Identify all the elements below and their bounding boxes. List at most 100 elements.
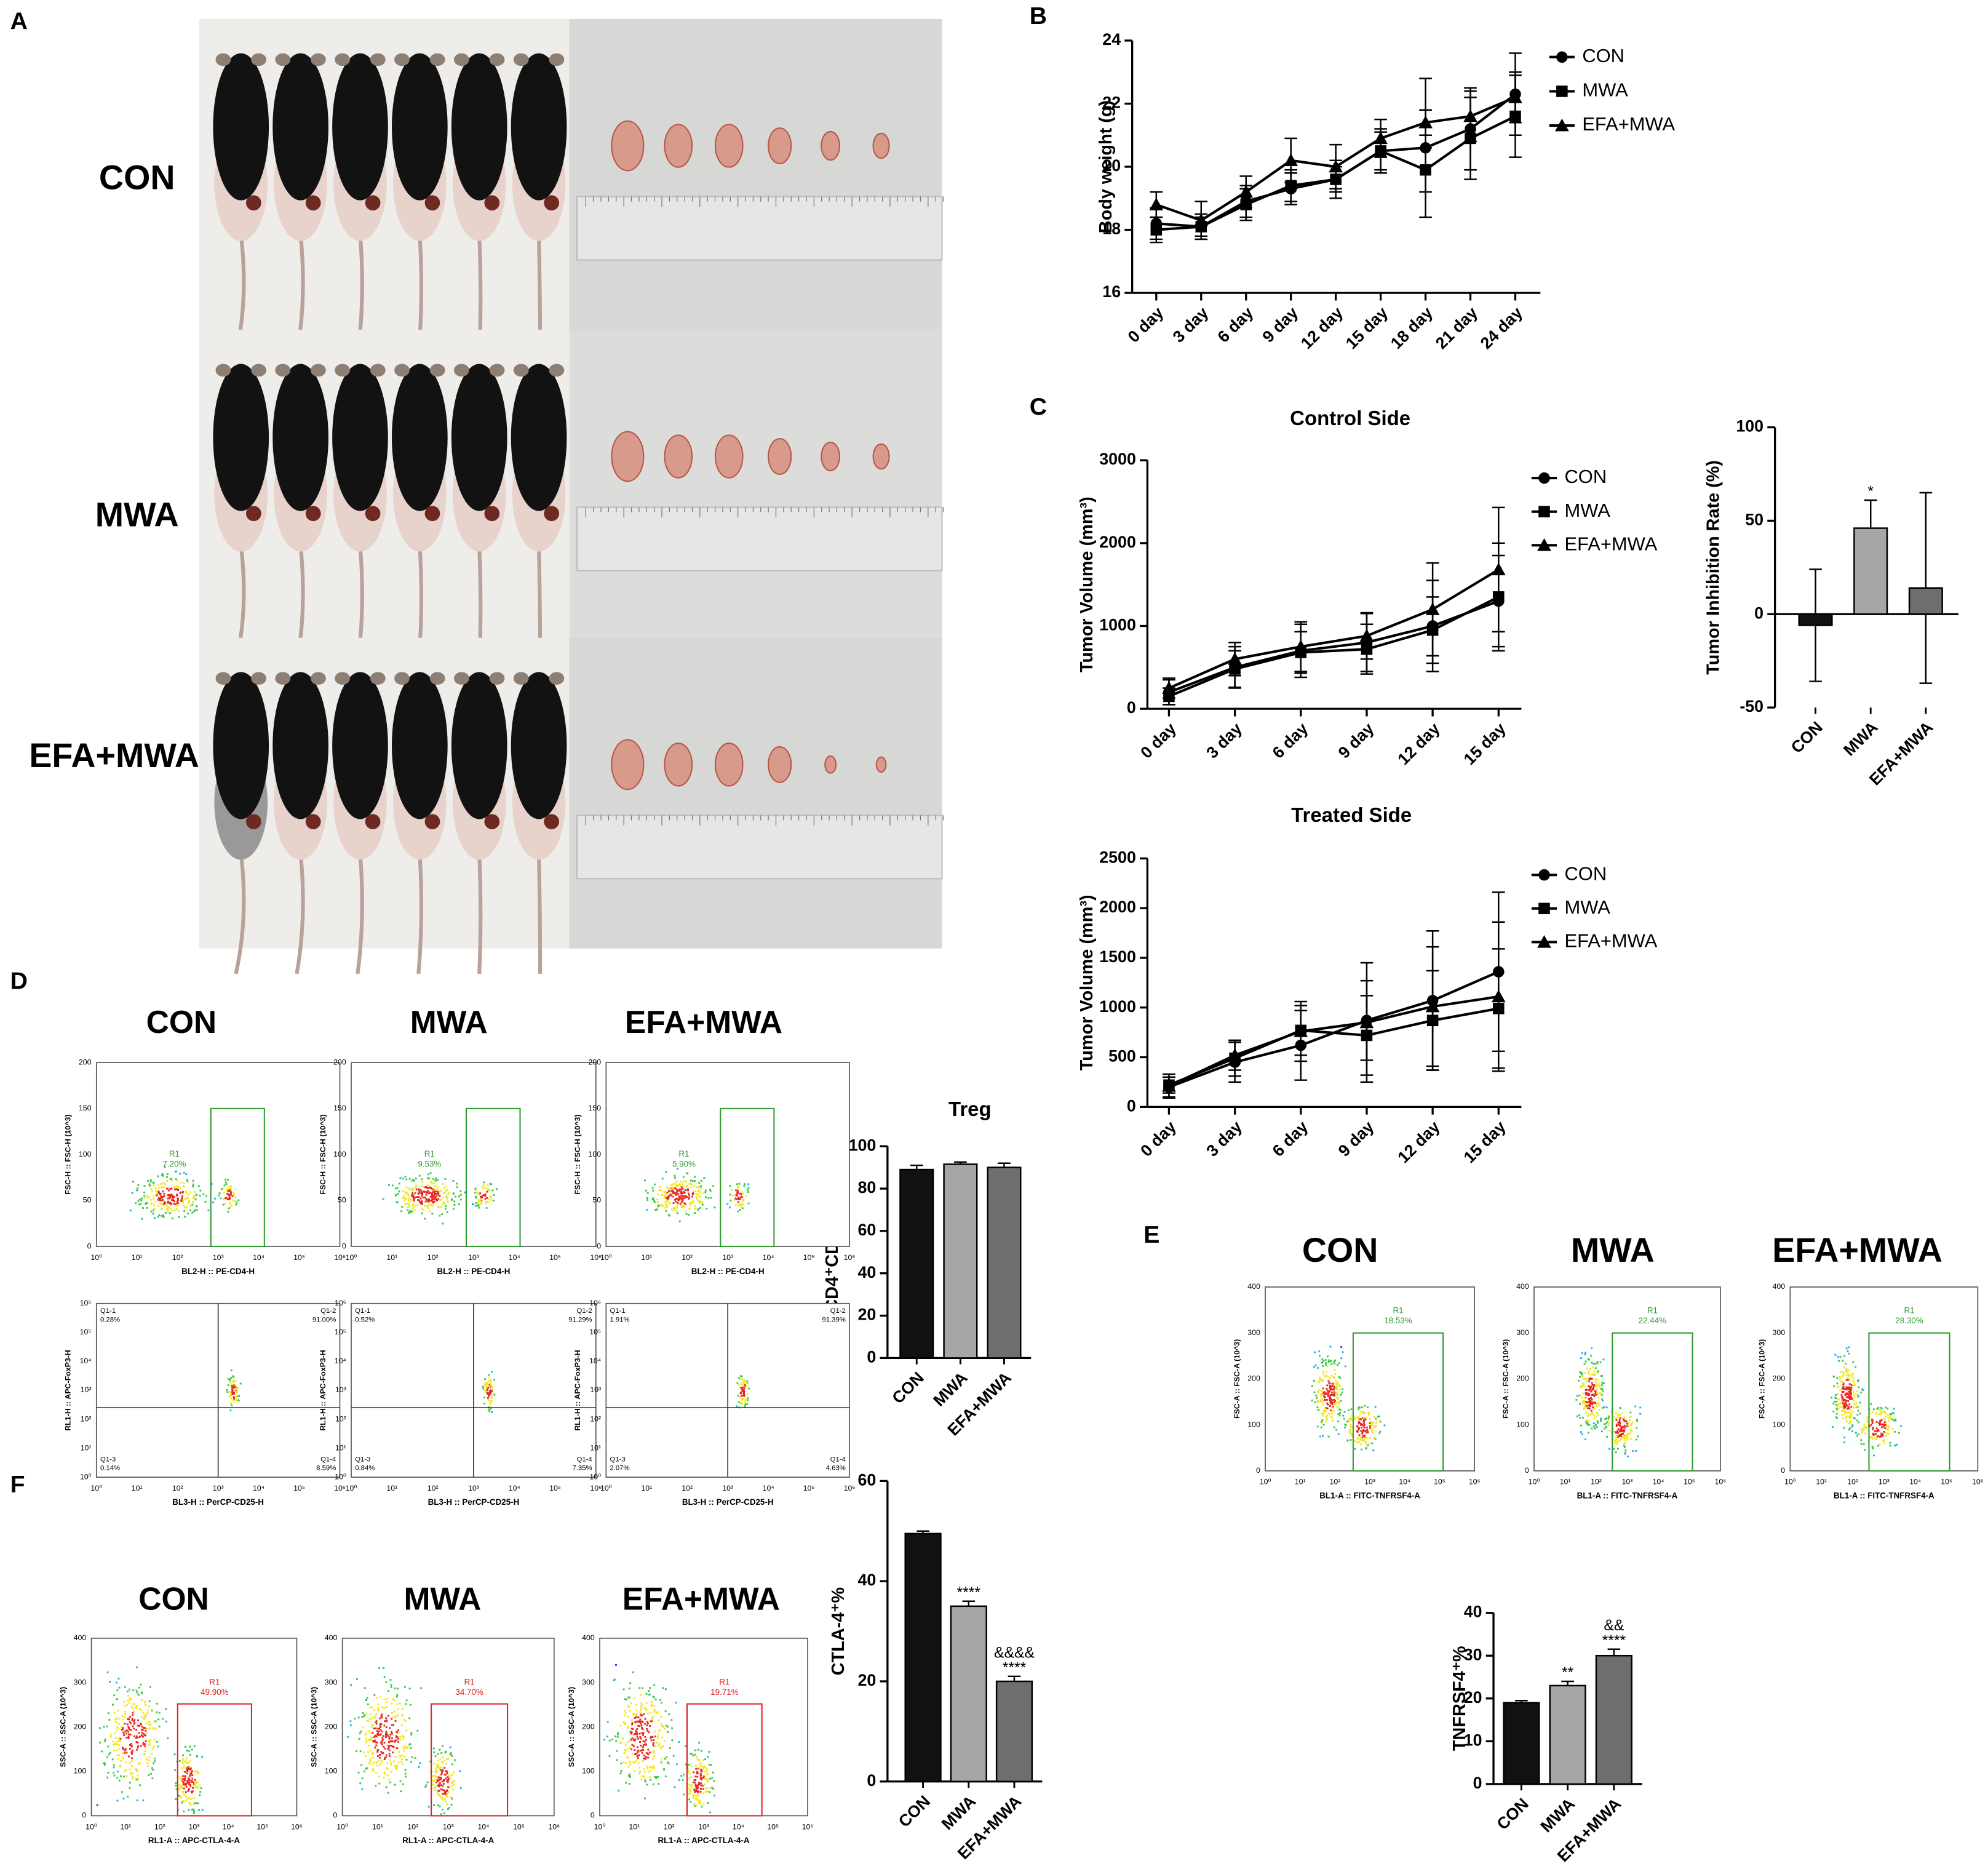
event-dot — [1362, 1416, 1365, 1419]
event-dot — [743, 1394, 746, 1397]
event-dot — [1843, 1412, 1846, 1414]
event-dot — [367, 1751, 370, 1753]
event-dot — [684, 1203, 686, 1205]
mouse-tumor — [484, 195, 500, 211]
event-dot — [362, 1726, 364, 1729]
flow-y-tick: 10⁶ — [335, 1299, 346, 1307]
event-dot — [493, 1393, 496, 1396]
legend-label: MWA — [1582, 79, 1628, 101]
event-dot — [659, 1730, 661, 1732]
flow-y-tick: 200 — [74, 1722, 87, 1731]
event-dot — [183, 1810, 185, 1812]
event-dot — [1597, 1397, 1599, 1399]
event-dot — [1337, 1401, 1339, 1404]
event-dot — [1584, 1406, 1587, 1409]
event-dot — [1849, 1389, 1851, 1391]
event-dot — [153, 1762, 155, 1764]
event-dot — [644, 1780, 646, 1783]
event-dot — [739, 1192, 741, 1195]
event-dot — [1839, 1371, 1842, 1373]
event-dot — [743, 1392, 745, 1394]
event-dot — [641, 1715, 643, 1716]
event-dot — [229, 1187, 232, 1189]
event-dot — [672, 1183, 674, 1186]
x-tick-label: CON — [1493, 1795, 1532, 1833]
event-dot — [1876, 1437, 1878, 1439]
event-dot — [140, 1203, 142, 1205]
event-dot — [1322, 1419, 1324, 1422]
event-dot — [171, 1217, 173, 1220]
event-dot — [445, 1790, 447, 1793]
event-dot — [1863, 1426, 1865, 1429]
event-dot — [487, 1399, 490, 1401]
event-dot — [434, 1194, 436, 1195]
event-dot — [680, 1192, 683, 1195]
event-dot — [402, 1763, 404, 1765]
x-tick-label: 6 day — [1269, 1117, 1312, 1160]
event-dot — [188, 1200, 191, 1202]
event-dot — [622, 1737, 624, 1740]
event-dot — [149, 1723, 151, 1726]
event-dot — [1369, 1421, 1371, 1423]
event-dot — [646, 1728, 648, 1730]
y-tick-label: 0 — [867, 1771, 876, 1790]
y-tick-label: 22 — [1102, 94, 1121, 112]
event-dot — [169, 1208, 172, 1210]
event-dot — [419, 1189, 422, 1191]
event-dot — [385, 1726, 388, 1728]
event-dot — [175, 1171, 177, 1173]
event-dot — [1871, 1419, 1874, 1421]
event-dot — [1327, 1380, 1330, 1382]
event-dot — [442, 1785, 444, 1787]
event-dot — [689, 1790, 691, 1792]
event-dot — [1616, 1438, 1618, 1440]
event-dot — [434, 1190, 436, 1193]
flow-y-tick: 10¹ — [335, 1443, 346, 1452]
event-dot — [185, 1775, 186, 1777]
event-dot — [701, 1785, 704, 1787]
x-tick-label: 6 day — [1214, 303, 1257, 346]
event-dot — [201, 1809, 204, 1811]
event-dot — [143, 1185, 146, 1187]
event-dot — [1593, 1373, 1596, 1375]
event-dot — [635, 1731, 638, 1733]
event-dot — [700, 1774, 702, 1777]
event-dot — [230, 1397, 233, 1400]
event-dot — [173, 1186, 175, 1188]
event-dot — [445, 1195, 448, 1197]
event-dot — [706, 1779, 709, 1780]
event-dot — [432, 1178, 435, 1180]
event-dot — [404, 1176, 407, 1178]
event-dot — [657, 1775, 659, 1778]
event-dot — [115, 1718, 117, 1720]
event-dot — [641, 1726, 643, 1729]
event-dot — [1340, 1357, 1343, 1360]
event-dot — [714, 1795, 716, 1797]
event-dot — [1875, 1413, 1877, 1415]
event-dot — [402, 1714, 404, 1716]
flow-x-tick: 10¹ — [1560, 1478, 1571, 1486]
event-dot — [201, 1756, 204, 1758]
flow-x-tick: 10⁴ — [509, 1484, 520, 1492]
event-dot — [674, 1174, 676, 1177]
event-dot — [432, 1747, 435, 1750]
event-dot — [1863, 1443, 1865, 1446]
event-dot — [132, 1707, 134, 1710]
quadrant-name: Q1-4 — [830, 1456, 846, 1463]
event-dot — [1591, 1377, 1593, 1380]
event-dot — [1848, 1346, 1850, 1349]
event-dot — [118, 1779, 121, 1782]
event-dot — [653, 1750, 655, 1753]
event-dot — [674, 1786, 676, 1788]
event-dot — [1880, 1410, 1883, 1413]
event-dot — [1330, 1385, 1332, 1388]
event-dot — [1599, 1361, 1602, 1363]
event-dot — [1358, 1428, 1360, 1430]
event-dot — [399, 1780, 402, 1782]
event-dot — [197, 1787, 199, 1789]
event-dot — [349, 1724, 352, 1726]
event-dot — [1576, 1395, 1578, 1397]
event-dot — [167, 1737, 169, 1740]
event-dot — [434, 1771, 437, 1774]
event-dot — [647, 1722, 649, 1724]
